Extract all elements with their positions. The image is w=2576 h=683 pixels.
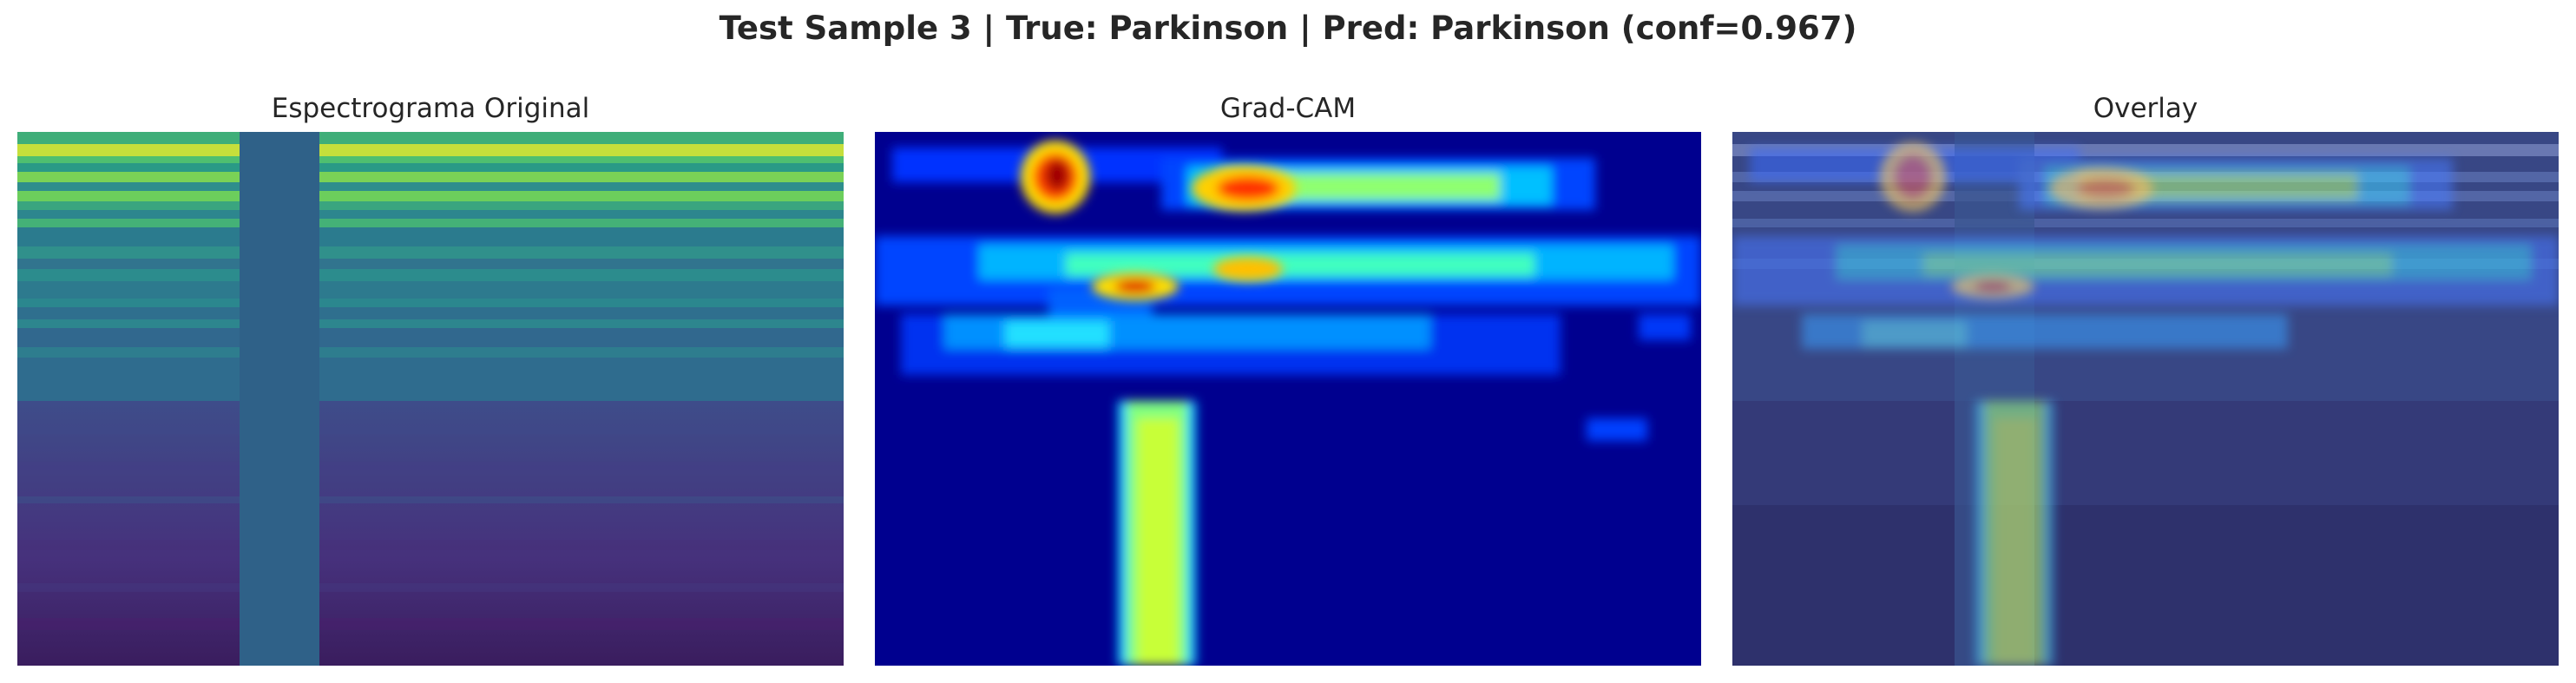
overlay-svg (1732, 132, 2559, 666)
gradcam-svg (875, 132, 1701, 666)
spectrogram-image (17, 132, 844, 666)
figure-suptitle: Test Sample 3 | True: Parkinson | Pred: … (719, 10, 1857, 47)
gradcam-panel-title: Grad-CAM (1219, 93, 1357, 124)
gradcam-heatmap-image (875, 132, 1701, 666)
spectrogram-svg (17, 132, 844, 666)
overlay-image (1732, 132, 2559, 666)
overlay-panel-title: Overlay (2093, 93, 2198, 124)
spectrogram-panel-title: Espectrograma Original (271, 93, 590, 124)
